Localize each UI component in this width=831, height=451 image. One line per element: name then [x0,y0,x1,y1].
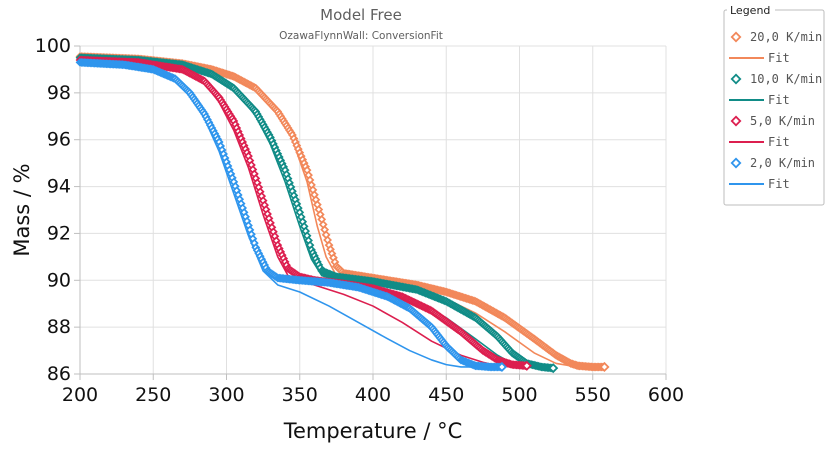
x-tick-label-2: 300 [208,384,244,406]
legend-label-6: 2,0 K/min [750,156,815,170]
y-tick-label-6: 98 [47,82,71,104]
y-tick-label-1: 88 [47,316,71,338]
x-tick-label-1: 250 [135,384,171,406]
series-endpoint-3 [496,361,507,373]
legend-title-bg [727,3,775,17]
y-tick-label-4: 94 [47,176,71,198]
legend-label-4: 5,0 K/min [750,114,815,128]
series-endpoint-0 [599,361,610,373]
legend-marker-2 [730,73,742,85]
x-tick-label-4: 400 [355,384,391,406]
chart-subtitle: OzawaFlynnWall: ConversionFit [279,30,443,42]
legend-label-5: Fit [768,135,790,149]
y-tick-label-7: 100 [35,35,71,57]
x-tick-label-6: 500 [501,384,537,406]
legend-label-0: 20,0 K/min [750,30,822,44]
x-tick-label-5: 450 [428,384,464,406]
x-tick-label-7: 550 [575,384,611,406]
legend-label-7: Fit [768,177,790,191]
y-tick-label-0: 86 [47,363,71,385]
legend-title: Legend [730,4,770,17]
x-tick-label-0: 200 [62,384,98,406]
legend-label-3: Fit [768,93,790,107]
y-axis-label: Mass / % [10,163,34,256]
series-endpoint-2 [521,360,532,371]
series-endpoint-1 [548,363,559,374]
legend: Legend 20,0 K/min Fit 10,0 K/min Fit 5,0 K/mi… [723,3,825,206]
series-markers-3 [75,57,507,373]
y-tick-label-3: 92 [47,222,71,244]
y-tick-label-2: 90 [47,269,71,291]
legend-marker-6 [730,157,742,169]
legend-marker-0 [730,31,742,43]
chart-title: Model Free [320,6,402,24]
legend-label-2: 10,0 K/min [750,72,822,86]
legend-label-1: Fit [768,51,790,65]
legend-marker-4 [730,115,742,127]
x-axis-label: Temperature / °C [283,419,463,443]
plot-layer: 200 250 300 350 400 450 500 550 600 86 88 90 92 94 96 9… [35,35,684,406]
x-tick-label-3: 350 [282,384,318,406]
x-tick-label-8: 600 [648,384,684,406]
y-tick-label-5: 96 [47,129,71,151]
